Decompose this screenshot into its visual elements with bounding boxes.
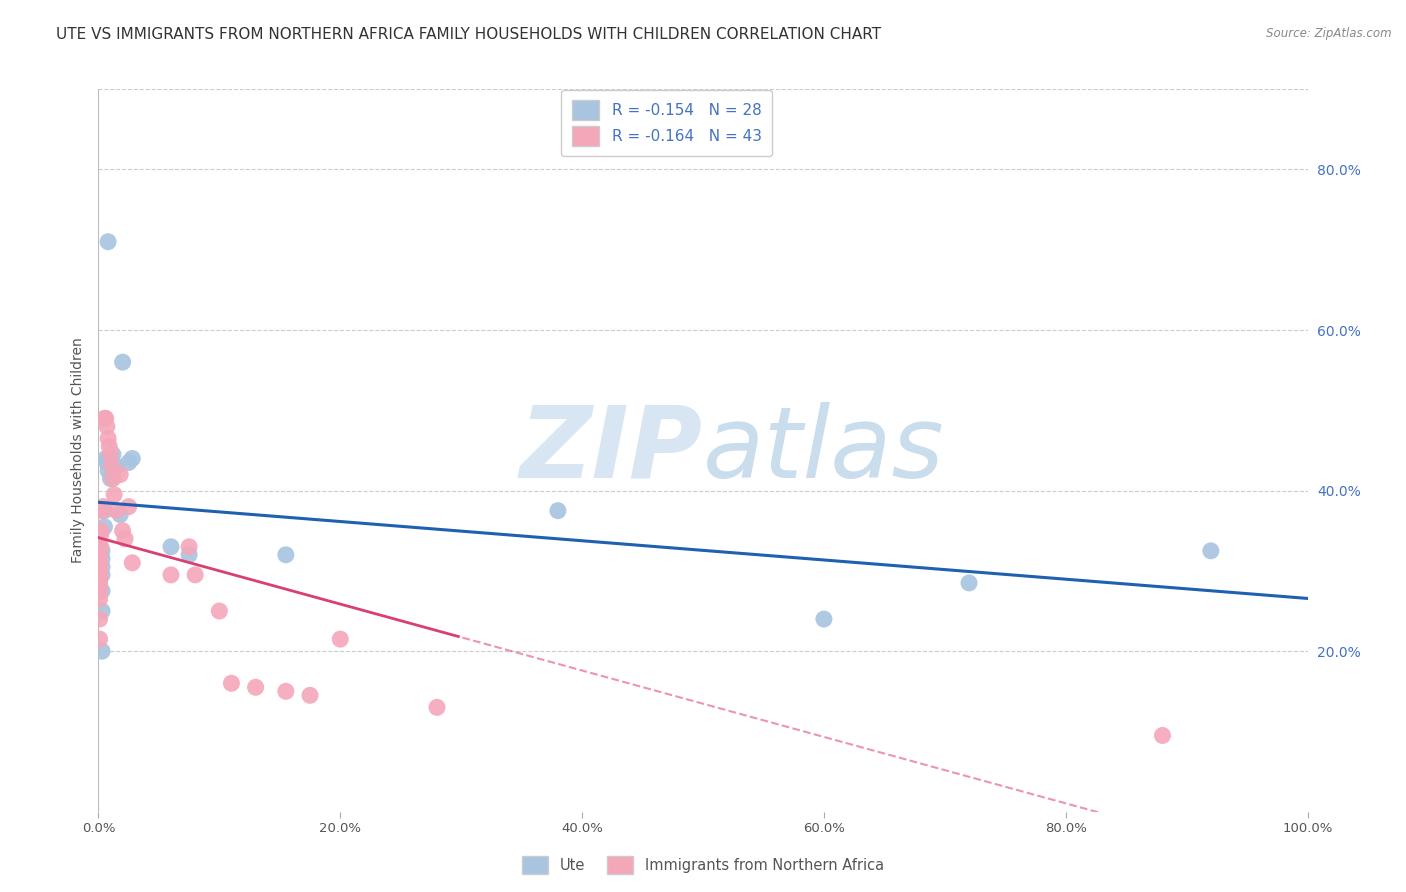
Point bbox=[1199, 543, 1222, 558]
Point bbox=[93, 519, 115, 533]
Point bbox=[91, 500, 114, 514]
Point bbox=[221, 676, 243, 690]
Point bbox=[91, 560, 114, 574]
Point bbox=[91, 503, 114, 517]
Point bbox=[118, 500, 141, 514]
Point bbox=[101, 447, 124, 462]
Point bbox=[111, 355, 134, 369]
Point bbox=[89, 612, 111, 626]
Point bbox=[97, 431, 120, 445]
Point bbox=[813, 612, 835, 626]
Point bbox=[111, 524, 134, 538]
Point bbox=[94, 411, 117, 425]
Text: ZIP: ZIP bbox=[520, 402, 703, 499]
Point bbox=[118, 455, 141, 469]
Point bbox=[100, 459, 122, 474]
Point bbox=[957, 576, 980, 591]
Point bbox=[91, 604, 114, 618]
Point bbox=[89, 583, 111, 598]
Point bbox=[97, 464, 120, 478]
Point bbox=[121, 556, 143, 570]
Point bbox=[121, 451, 143, 466]
Point bbox=[184, 568, 207, 582]
Point bbox=[96, 419, 118, 434]
Point bbox=[179, 548, 201, 562]
Point bbox=[91, 551, 114, 566]
Point bbox=[93, 411, 115, 425]
Point bbox=[93, 503, 115, 517]
Point bbox=[89, 564, 111, 578]
Text: Source: ZipAtlas.com: Source: ZipAtlas.com bbox=[1267, 27, 1392, 40]
Point bbox=[108, 467, 131, 482]
Point bbox=[108, 508, 131, 522]
Point bbox=[89, 548, 111, 562]
Point bbox=[90, 524, 112, 538]
Point bbox=[91, 568, 114, 582]
Point bbox=[89, 632, 111, 646]
Point bbox=[89, 556, 111, 570]
Point bbox=[274, 684, 297, 698]
Point bbox=[426, 700, 449, 714]
Point bbox=[90, 527, 112, 541]
Point bbox=[245, 680, 267, 694]
Point bbox=[89, 572, 111, 586]
Legend: R = -0.154   N = 28, R = -0.164   N = 43: R = -0.154 N = 28, R = -0.164 N = 43 bbox=[561, 89, 772, 156]
Point bbox=[179, 540, 201, 554]
Point bbox=[91, 583, 114, 598]
Point bbox=[94, 451, 117, 466]
Point bbox=[100, 447, 122, 462]
Text: UTE VS IMMIGRANTS FROM NORTHERN AFRICA FAMILY HOUSEHOLDS WITH CHILDREN CORRELATI: UTE VS IMMIGRANTS FROM NORTHERN AFRICA F… bbox=[56, 27, 882, 42]
Point bbox=[101, 464, 124, 478]
Point bbox=[547, 503, 569, 517]
Point bbox=[103, 487, 125, 501]
Point bbox=[160, 540, 183, 554]
Point bbox=[160, 568, 183, 582]
Point bbox=[208, 604, 231, 618]
Point bbox=[329, 632, 352, 646]
Point bbox=[274, 548, 297, 562]
Point bbox=[96, 455, 118, 469]
Point bbox=[89, 560, 111, 574]
Point bbox=[98, 439, 121, 453]
Point bbox=[89, 592, 111, 607]
Point bbox=[91, 644, 114, 658]
Point bbox=[89, 576, 111, 591]
Point bbox=[97, 235, 120, 249]
Legend: Ute, Immigrants from Northern Africa: Ute, Immigrants from Northern Africa bbox=[516, 850, 890, 880]
Point bbox=[100, 471, 122, 485]
Point bbox=[89, 568, 111, 582]
Point bbox=[105, 459, 128, 474]
Point bbox=[101, 471, 124, 485]
Point bbox=[114, 532, 136, 546]
Point bbox=[90, 540, 112, 554]
Point bbox=[299, 689, 322, 703]
Text: atlas: atlas bbox=[703, 402, 945, 499]
Y-axis label: Family Households with Children: Family Households with Children bbox=[70, 337, 84, 564]
Point bbox=[105, 503, 128, 517]
Point bbox=[91, 543, 114, 558]
Point bbox=[89, 551, 111, 566]
Point bbox=[1152, 728, 1174, 742]
